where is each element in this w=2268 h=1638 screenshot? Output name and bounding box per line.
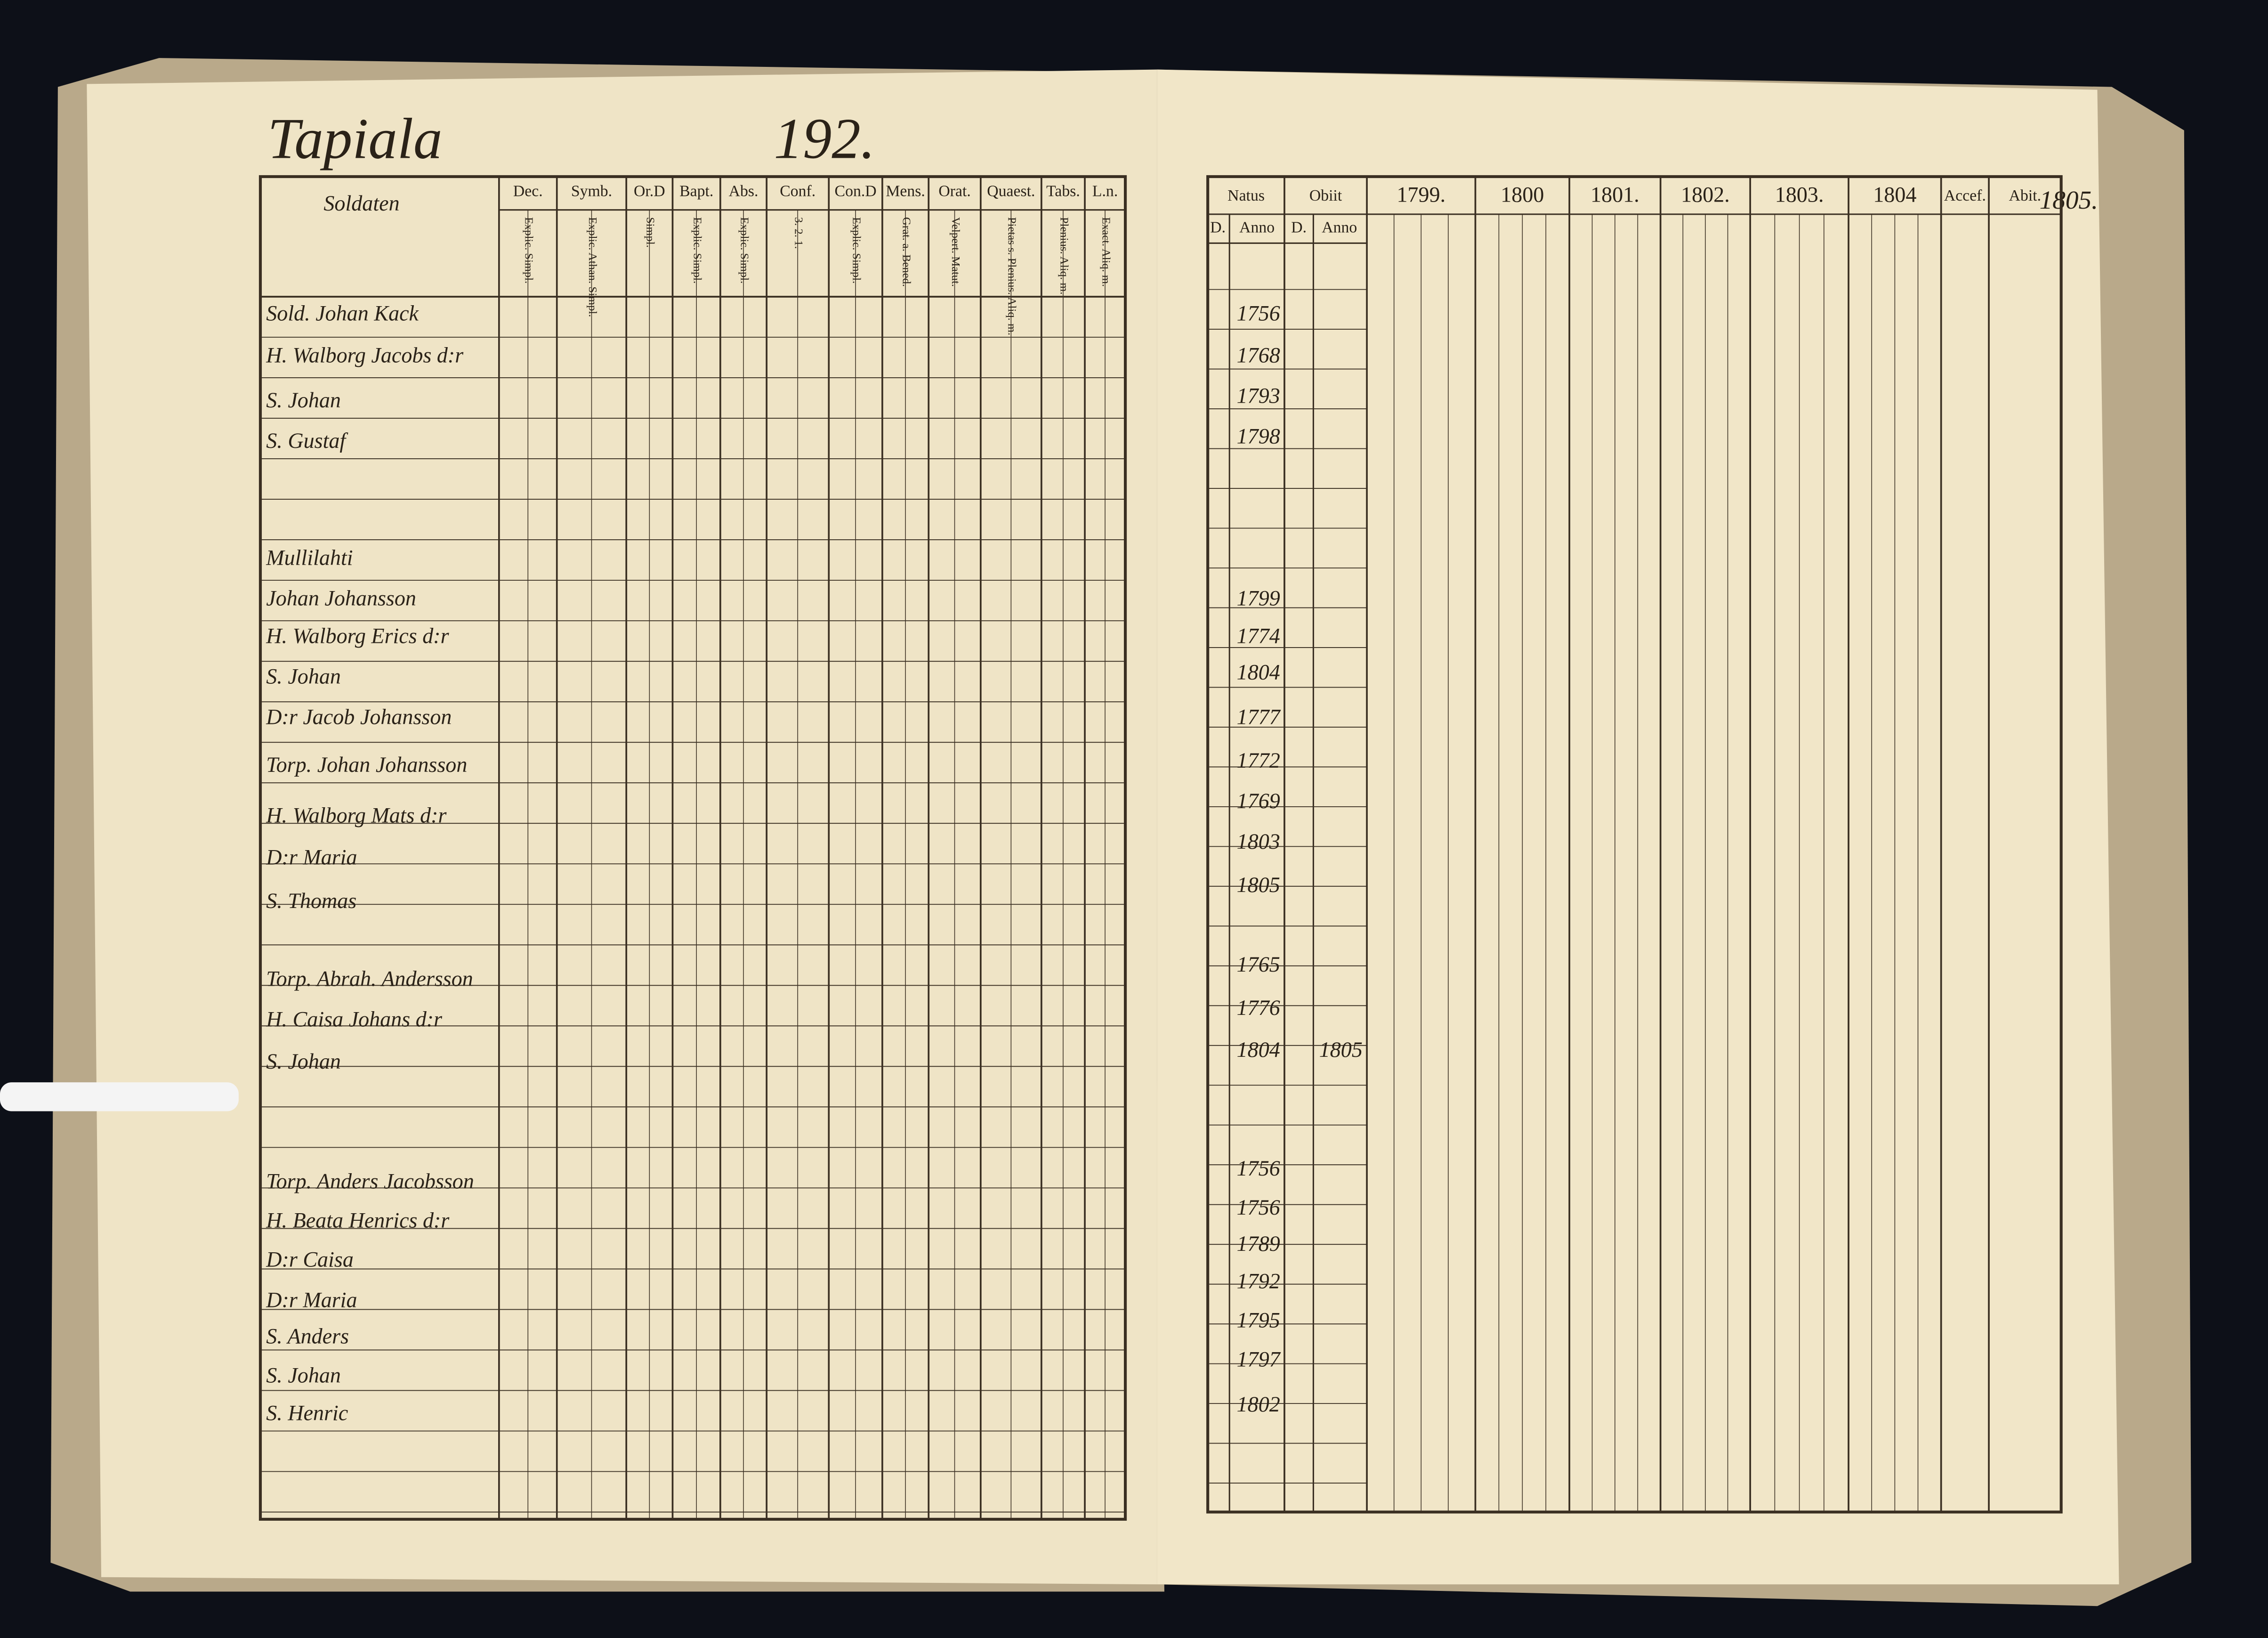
entry-name: D:r Caisa — [266, 1248, 354, 1272]
entry-name: S. Johan — [266, 388, 341, 412]
column-subheader: Explic. Simpl. — [523, 217, 535, 284]
column-header: 1803. — [1775, 183, 1824, 207]
birth-year: 1793 — [1237, 384, 1280, 408]
column-header: 1801. — [1590, 183, 1639, 207]
column-subheader: D. — [1210, 219, 1226, 236]
birth-year: 1804 — [1237, 660, 1280, 684]
entry-name: Torp. Anders Jacobsson — [266, 1169, 474, 1193]
entry-name: S. Johan — [266, 1049, 341, 1073]
column-header: Abit. — [2009, 187, 2042, 204]
ruling — [258, 175, 2063, 1521]
column-header: Natus — [1227, 187, 1265, 204]
column-header: Obiit — [1309, 187, 1342, 204]
entry-name: H. Walborg Jacobs d:r — [266, 343, 464, 367]
column-header: Tabs. — [1046, 183, 1080, 200]
birth-year: 1798 — [1237, 424, 1280, 448]
column-subheader: Pietas s. Plenius. Aliq. m. — [1006, 217, 1018, 335]
entry-name: S. Anders — [266, 1324, 349, 1348]
entry-name: S. Johan — [266, 665, 341, 689]
column-header: 1800 — [1501, 183, 1544, 207]
entry-name: Torp. Abrah. Andersson — [266, 967, 473, 991]
column-header: 1804 — [1873, 183, 1916, 207]
birth-year: 1804 — [1237, 1038, 1280, 1062]
birth-year: 1805 — [1237, 873, 1280, 897]
column-subheader: Explic. Simpl. — [738, 217, 751, 284]
birth-year: 1802 — [1237, 1392, 1280, 1416]
column-header: Bapt. — [679, 183, 713, 200]
column-header: Orat. — [938, 183, 970, 200]
corner-note: 1805. — [2040, 186, 2098, 214]
death-year: 1805 — [1319, 1038, 1363, 1062]
column-header: Con.D — [835, 183, 877, 200]
bookmark-strip — [0, 1082, 239, 1111]
entry-name: H. Beata Henrics d:r — [266, 1208, 450, 1233]
column-header: 1802. — [1681, 183, 1730, 207]
entry-name: S. Henric — [266, 1401, 348, 1425]
column-subheader: Anno — [1322, 219, 1357, 236]
column-header: Mens. — [886, 183, 925, 200]
birth-year: 1756 — [1237, 1195, 1280, 1219]
column-subheader: 3. 2. 1. — [792, 217, 805, 249]
birth-year: 1756 — [1237, 1156, 1280, 1180]
place-title: Tapiala — [267, 106, 442, 171]
column-header: Quaest. — [987, 183, 1035, 200]
birth-year: 1797 — [1237, 1347, 1281, 1371]
birth-year: 1776 — [1237, 996, 1280, 1020]
entry-name: S. Gustaf — [266, 429, 348, 453]
page-number: 192. — [774, 106, 875, 171]
entry-name: H. Walborg Mats d:r — [266, 803, 447, 827]
birth-year: 1756 — [1237, 301, 1280, 325]
left-page — [87, 69, 1157, 1585]
column-subheader: Grat. a. Bened. — [900, 217, 912, 287]
birth-year: 1765 — [1237, 952, 1280, 976]
birth-year: 1795 — [1237, 1308, 1280, 1332]
column-header: Dec. — [513, 183, 543, 200]
birth-year: 1774 — [1237, 624, 1280, 648]
birth-year: 1777 — [1237, 705, 1281, 729]
column-subheader: Explic. Simpl. — [691, 217, 704, 284]
column-subheader: Plenius. Aliq. m. — [1057, 217, 1070, 294]
entry-name: D:r Maria — [266, 1288, 357, 1312]
entry-name: D:r Maria — [266, 845, 357, 869]
birth-year: 1799 — [1237, 586, 1280, 610]
column-subheader: Explic. Simpl. — [850, 217, 863, 284]
entry-name: S. Johan — [266, 1363, 341, 1387]
column-header: Accef. — [1944, 187, 1986, 204]
entry-name: Johan Johansson — [266, 586, 416, 610]
column-header: Symb. — [571, 183, 612, 200]
birth-year: 1792 — [1237, 1269, 1280, 1293]
birth-year: 1789 — [1237, 1232, 1280, 1256]
birth-year: 1769 — [1237, 789, 1280, 813]
entry-name: S. Thomas — [266, 889, 356, 913]
entry-name: H. Walborg Erics d:r — [266, 624, 449, 648]
column-subheader: Anno — [1239, 219, 1275, 236]
column-header: 1799. — [1396, 183, 1445, 207]
entry-name: Mullilahti — [266, 546, 353, 570]
column-header: Abs. — [729, 183, 759, 200]
birth-year: 1772 — [1237, 748, 1280, 772]
birth-year: 1768 — [1237, 343, 1280, 367]
entry-name: Torp. Johan Johansson — [266, 753, 467, 777]
column-header: Soldaten — [323, 191, 399, 215]
column-header: Conf. — [780, 183, 815, 200]
column-subheader: Exact. Aliq. m. — [1099, 217, 1112, 287]
column-subheader: Simpl. — [644, 217, 657, 248]
column-header: Or.D — [634, 183, 665, 200]
column-subheader: D. — [1291, 219, 1307, 236]
birth-year: 1803 — [1237, 829, 1280, 853]
entry-name: H. Caisa Johans d:r — [266, 1007, 443, 1031]
column-subheader: Velpert. Matut. — [949, 217, 962, 287]
column-subheader: Explic. Athan. Simpl. — [586, 217, 599, 317]
column-header: L.n. — [1092, 183, 1118, 200]
entry-name: D:r Jacob Johansson — [266, 705, 452, 729]
entry-name: Sold. Johan Kack — [266, 301, 419, 325]
